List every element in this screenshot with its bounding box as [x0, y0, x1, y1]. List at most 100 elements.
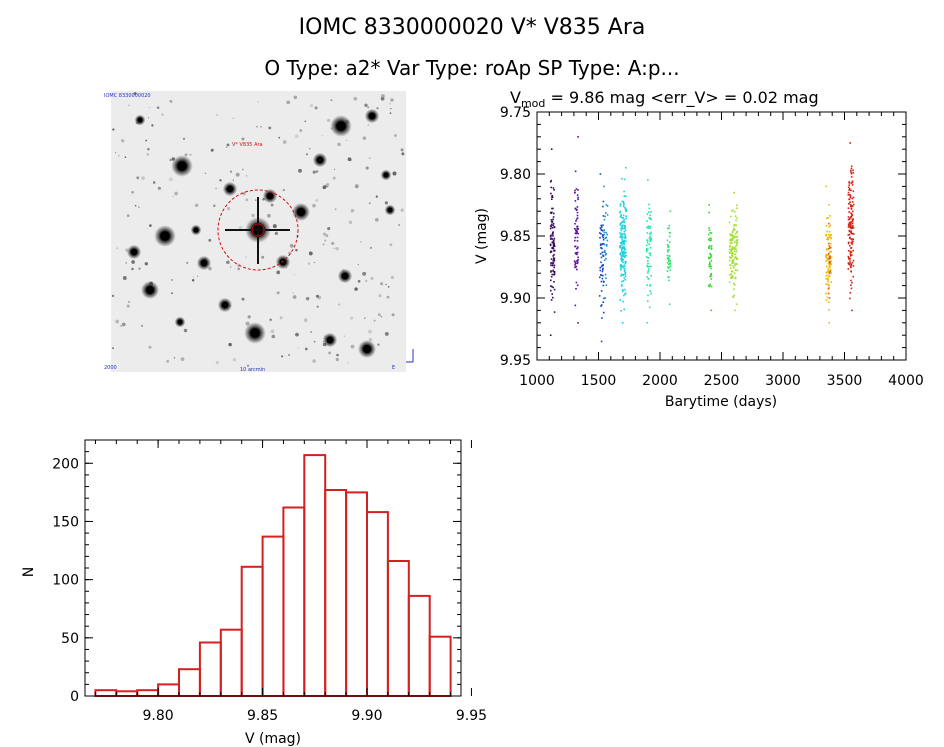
data-point: [728, 259, 731, 262]
faint-star: [268, 126, 272, 130]
faint-star: [148, 345, 152, 349]
data-point: [829, 243, 832, 245]
data-point: [825, 235, 827, 237]
data-point: [850, 224, 852, 227]
light-curve-axes: 1000 1500 2000 2500 3000 3500 4000 9.75 9.80 9.85…: [500, 105, 924, 389]
data-point: [730, 241, 733, 243]
data-point: [668, 249, 670, 251]
faint-star: [149, 224, 152, 227]
data-point: [847, 262, 850, 264]
faint-star: [247, 315, 251, 319]
data-point: [576, 211, 579, 214]
data-point: [624, 207, 626, 209]
data-point: [602, 254, 604, 257]
data-point: [669, 232, 671, 234]
faint-star: [278, 136, 281, 139]
faint-star: [305, 153, 308, 156]
faint-star: [373, 319, 376, 322]
data-point: [848, 188, 851, 190]
data-point: [619, 252, 622, 254]
data-point: [850, 227, 852, 230]
faint-star: [380, 282, 384, 286]
faint-star: [332, 176, 336, 180]
faint-star: [354, 184, 359, 189]
data-point: [735, 303, 738, 305]
data-point: [852, 225, 854, 227]
data-point: [605, 284, 608, 286]
data-point: [550, 219, 553, 221]
faint-star: [286, 100, 291, 105]
data-point: [577, 258, 579, 261]
data-point: [847, 263, 850, 265]
data-point: [647, 272, 649, 274]
data-point: [733, 284, 736, 286]
faint-star: [267, 213, 271, 218]
data-point: [623, 270, 626, 273]
histogram-bar: [261, 535, 285, 697]
finder-image: IOMC 8330000020 V* V835 Ara 2000 10 arcm…: [104, 91, 414, 373]
data-point: [550, 299, 553, 301]
data-point: [623, 255, 626, 258]
bright-star: [200, 259, 208, 267]
x-tick-label: 9.95: [456, 708, 487, 724]
data-point: [826, 296, 829, 299]
data-point: [828, 255, 831, 258]
data-point: [849, 221, 852, 224]
faint-star: [147, 147, 150, 151]
data-point: [602, 200, 605, 203]
data-point: [601, 229, 604, 232]
faint-star: [304, 120, 307, 123]
data-point: [825, 299, 828, 301]
faint-star: [390, 98, 394, 102]
data-point: [602, 236, 604, 239]
data-point: [849, 262, 851, 264]
x-tick-label: 3500: [827, 373, 863, 389]
data-point: [648, 232, 651, 235]
data-point: [850, 284, 852, 286]
data-point: [552, 235, 554, 237]
data-point: [847, 186, 850, 188]
data-point: [573, 260, 576, 262]
faint-star: [307, 262, 311, 265]
data-point: [619, 224, 622, 226]
data-point: [574, 189, 576, 192]
data-point: [549, 244, 552, 247]
data-point: [828, 322, 830, 324]
faint-star: [313, 261, 315, 264]
data-point: [602, 215, 605, 217]
data-point: [647, 265, 649, 268]
data-point: [848, 237, 851, 239]
faint-star: [350, 208, 355, 213]
data-point: [624, 233, 626, 236]
data-point: [734, 309, 736, 312]
data-point: [622, 290, 624, 293]
bright-star: [383, 172, 389, 178]
data-point: [648, 243, 651, 245]
series-g12: [847, 142, 855, 312]
data-point: [850, 213, 853, 215]
data-point: [730, 273, 732, 275]
data-point: [621, 224, 624, 227]
data-point: [828, 260, 831, 263]
data-point: [602, 243, 605, 245]
data-point: [828, 264, 831, 266]
data-point: [624, 263, 626, 265]
data-point: [620, 258, 622, 260]
data-point: [623, 242, 625, 244]
faint-star: [309, 104, 313, 108]
data-point: [623, 204, 625, 206]
data-point: [710, 275, 713, 277]
data-point: [620, 310, 622, 312]
data-point: [850, 242, 853, 244]
data-point: [647, 300, 649, 302]
faint-star: [298, 168, 302, 173]
data-point: [621, 200, 624, 203]
y-tick-label: 9.75: [500, 105, 531, 121]
data-point: [574, 192, 576, 194]
bright-star: [137, 117, 143, 123]
data-point: [730, 251, 733, 253]
faint-star: [213, 204, 216, 207]
data-point: [602, 267, 604, 270]
data-point: [736, 244, 738, 247]
data-point: [648, 237, 651, 239]
